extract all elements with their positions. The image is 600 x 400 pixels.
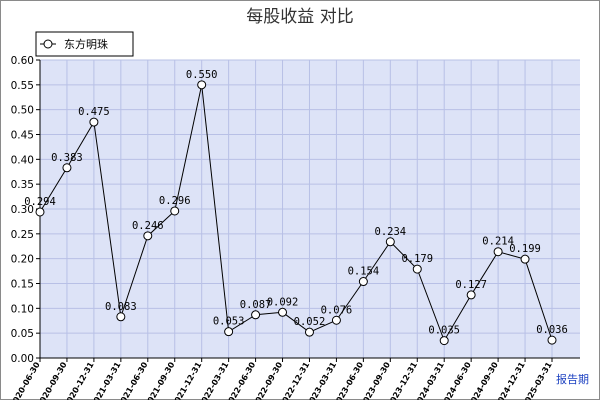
grid-lines <box>39 59 580 358</box>
y-tick-label: 0.40 <box>11 154 34 166</box>
data-label: 0.052 <box>294 316 326 328</box>
y-tick-labels: 0.00 0.05 0.10 0.15 0.20 0.25 0.30 0.35 0.40 0.45… <box>11 55 34 365</box>
data-point <box>385 237 395 247</box>
x-tick-label: 2020-06-30 <box>8 360 42 400</box>
data-label: 0.053 <box>213 316 245 328</box>
data-point <box>278 307 288 317</box>
data-point <box>89 117 99 127</box>
y-tick-label: 0.10 <box>11 303 34 315</box>
data-point <box>170 206 180 216</box>
legend-label: 东方明珠 <box>64 37 108 51</box>
data-points <box>35 80 557 346</box>
data-point <box>358 277 368 287</box>
data-point <box>35 207 45 217</box>
data-label: 0.475 <box>78 106 110 118</box>
data-point <box>197 80 207 90</box>
y-tick-label: 0.45 <box>11 130 34 142</box>
data-label: 0.294 <box>24 196 56 208</box>
y-tick-label: 0.15 <box>11 279 34 291</box>
y-tick-label: 0.05 <box>11 328 34 340</box>
data-label: 0.234 <box>375 226 407 238</box>
data-point <box>116 312 126 322</box>
data-label: 0.092 <box>267 296 299 308</box>
data-point <box>62 163 72 173</box>
data-point <box>331 315 341 325</box>
series-line-layer <box>39 84 553 342</box>
data-label: 0.179 <box>401 253 433 265</box>
data-label: 0.076 <box>321 304 353 316</box>
data-label: 0.296 <box>159 195 191 207</box>
y-tick-label: 0.35 <box>11 179 34 191</box>
data-point <box>224 327 234 337</box>
data-label: 0.214 <box>482 236 514 248</box>
data-label: 0.550 <box>186 69 218 81</box>
data-point <box>251 310 261 320</box>
data-point <box>439 336 449 346</box>
legend: 东方明珠 <box>35 31 134 57</box>
x-axis-end-label: 报告期 <box>556 372 589 386</box>
data-label: 0.035 <box>428 325 460 337</box>
legend-marker-swatch <box>43 39 53 49</box>
y-tick-label: 0.20 <box>11 254 34 266</box>
y-tick-label: 0.50 <box>11 105 34 117</box>
y-tick-label: 0.60 <box>11 55 34 67</box>
y-tick-label: 0.55 <box>11 80 34 92</box>
data-label: 0.154 <box>348 266 380 278</box>
data-point <box>304 327 314 337</box>
x-tick-labels: 2020-06-302020-09-302020-12-312021-03-31… <box>8 360 554 400</box>
data-point <box>412 264 422 274</box>
data-label: 0.036 <box>536 324 568 336</box>
data-label: 0.199 <box>509 243 541 255</box>
data-label: 0.127 <box>455 279 487 291</box>
data-label: 0.246 <box>132 220 164 232</box>
data-labels: 0.294 0.383 0.475 0.083 0.246 0.296 0.550 0.053… <box>24 69 568 337</box>
series-line <box>39 84 553 342</box>
data-point <box>547 335 557 345</box>
y-tick-label: 0.25 <box>11 229 34 241</box>
data-point <box>493 247 503 257</box>
data-point <box>143 231 153 241</box>
data-point <box>466 290 476 300</box>
y-tick-label: 0.00 <box>11 353 34 365</box>
chart-title: 每股收益 对比 <box>246 7 353 27</box>
data-label: 0.087 <box>240 299 272 311</box>
data-label: 0.083 <box>105 301 137 313</box>
y-tick-label: 0.30 <box>11 204 34 216</box>
data-label: 0.383 <box>51 152 83 164</box>
data-point <box>520 254 530 264</box>
